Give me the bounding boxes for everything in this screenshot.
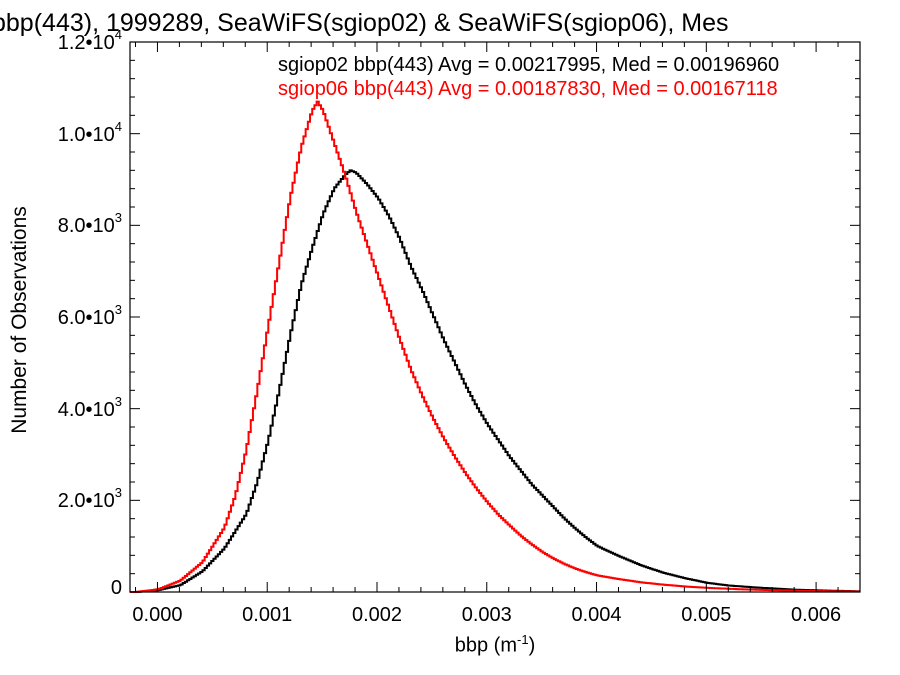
x-tick-label: 0.005 xyxy=(681,604,732,626)
x-tick-label: 0.004 xyxy=(571,604,622,626)
y-tick-label: 2.0•103 xyxy=(12,485,122,513)
series-line-1 xyxy=(130,100,860,593)
y-tick-mantissa: 1.0•10 xyxy=(57,123,115,146)
y-tick-exponent: 3 xyxy=(114,393,122,409)
y-tick-mantissa: 1.2•10 xyxy=(57,32,115,54)
x-tick-label: 0.001 xyxy=(242,604,293,626)
y-tick-exponent: 3 xyxy=(114,485,122,501)
y-tick-label: 1.0•104 xyxy=(12,119,122,147)
x-axis-label-text: bbp (m xyxy=(454,634,518,657)
y-tick-mantissa: 2.0•10 xyxy=(57,490,115,513)
y-tick-mantissa: 0 xyxy=(110,577,122,599)
x-axis-label-close: ) xyxy=(528,634,536,657)
legend-entry-sgiop02: sgiop02 bbp(443) Avg = 0.00217995, Med =… xyxy=(278,54,780,76)
y-tick-label: 0 xyxy=(12,577,122,600)
y-tick-exponent: 3 xyxy=(114,210,122,226)
x-tick-label: 0.003 xyxy=(461,604,512,626)
y-tick-label: 6.0•103 xyxy=(12,302,122,330)
y-tick-exponent: 3 xyxy=(114,302,122,317)
y-tick-mantissa: 6.0•10 xyxy=(57,307,115,329)
y-tick-exponent: 4 xyxy=(114,27,122,42)
y-tick-mantissa: 8.0•10 xyxy=(57,215,115,238)
chart-title: bbp(443), 1999289, SeaWiFS(sgiop02) & Se… xyxy=(0,9,729,37)
legend-entry-sgiop06: sgiop06 bbp(443) Avg = 0.00187830, Med =… xyxy=(278,78,778,100)
y-tick-label: 4.0•103 xyxy=(12,394,122,422)
x-tick-label: 0.006 xyxy=(791,604,842,626)
x-axis-label: bbp (m-1) xyxy=(455,632,535,658)
y-tick-mantissa: 4.0•10 xyxy=(57,398,115,421)
y-tick-label: 1.2•104 xyxy=(12,27,122,55)
x-axis-label-exponent: -1 xyxy=(517,632,529,647)
y-tick-exponent: 4 xyxy=(114,118,122,134)
y-tick-label: 8.0•103 xyxy=(12,210,122,238)
x-tick-label: 0.002 xyxy=(351,604,403,626)
series-line-0 xyxy=(130,169,860,593)
x-tick-label: 0.000 xyxy=(132,604,183,626)
